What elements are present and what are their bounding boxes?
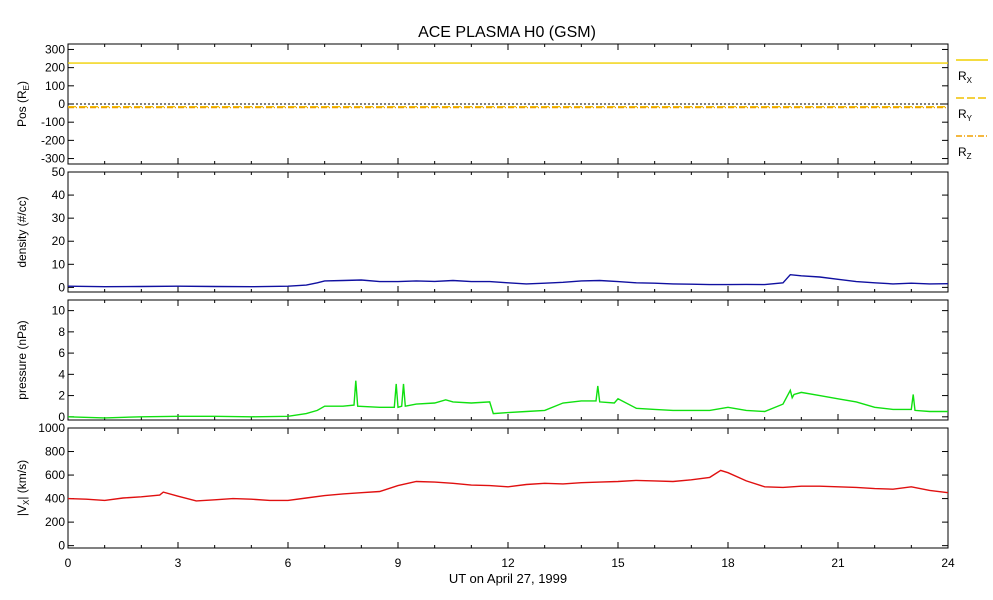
y-tick-label: 6 xyxy=(58,346,65,360)
x-tick-label: 6 xyxy=(285,556,292,570)
y-tick-label: 40 xyxy=(52,188,66,202)
legend-entry: RY xyxy=(958,107,973,123)
panel-frame xyxy=(67,299,949,421)
y-axis-label-subscript: X xyxy=(22,499,31,505)
panel-pressure: 10 8 6 4 2 0 pressure (nPa) xyxy=(15,299,949,424)
panel-frame xyxy=(67,171,949,293)
y-tick-label: 0 xyxy=(58,410,65,424)
y-axis-label-text: |V xyxy=(15,505,29,516)
y-axis-label-pressure: pressure (nPa) xyxy=(15,320,29,399)
x-tick-label: 9 xyxy=(395,556,402,570)
y-axis-label-pos: Pos (RE) xyxy=(15,81,31,127)
x-axis-ticks: 0 3 6 9 12 15 18 21 24 xyxy=(65,556,955,570)
y-tick-label: 0 xyxy=(58,539,65,553)
y-axis-label-subscript: E xyxy=(22,85,31,90)
x-tick-label: 24 xyxy=(941,556,955,570)
y-tick-label: 30 xyxy=(52,211,66,225)
y-tick-label: 1000 xyxy=(38,421,65,435)
y-tick-label: 8 xyxy=(58,325,65,339)
series-line-pressure-0 xyxy=(67,380,948,419)
panel-density: 50 40 30 20 10 0 density (#/cc) xyxy=(15,165,949,294)
series-line-density-0 xyxy=(67,273,949,288)
legend-entry: RX xyxy=(958,69,973,85)
x-tick-label: 12 xyxy=(501,556,515,570)
y-tick-label: 0 xyxy=(58,97,65,111)
y-tick-label: 10 xyxy=(52,304,66,318)
legend-entry-text: R xyxy=(958,69,967,83)
y-tick-label: 800 xyxy=(45,445,65,459)
y-tick-label: 200 xyxy=(45,515,65,529)
y-tick-label: -200 xyxy=(41,133,65,147)
y-axis-label-density: density (#/cc) xyxy=(15,196,29,267)
y-axis-label-text: ) xyxy=(15,81,29,85)
y-tick-label: 300 xyxy=(45,42,65,56)
y-axis-label-text: Pos (R xyxy=(15,90,29,127)
y-axis-label-text: pressure (nPa) xyxy=(15,320,29,399)
x-tick-label: 3 xyxy=(175,556,182,570)
y-tick-label: 400 xyxy=(45,492,65,506)
y-axis-label-vx: |VX| (km/s) xyxy=(15,460,31,516)
legend-entry-subscript: Z xyxy=(967,152,972,161)
x-tick-label: 0 xyxy=(65,556,72,570)
x-tick-label: 21 xyxy=(831,556,845,570)
y-tick-label: 2 xyxy=(58,389,65,403)
y-tick-label: 100 xyxy=(45,79,65,93)
panel-pos: 300 200 100 0 -100 -200 -300 Pos (RE) xyxy=(15,42,949,166)
legend-entry-subscript: Y xyxy=(967,114,973,123)
y-tick-label: -100 xyxy=(41,115,65,129)
y-tick-label: -300 xyxy=(41,152,65,166)
legend-entry: RZ xyxy=(958,145,972,161)
legend-entry-text: R xyxy=(958,145,967,159)
x-tick-label: 15 xyxy=(611,556,625,570)
x-axis-label: UT on April 27, 1999 xyxy=(449,571,567,586)
chart-title: ACE PLASMA H0 (GSM) xyxy=(418,24,596,41)
legend-entry-subscript: X xyxy=(967,76,973,85)
y-tick-label: 200 xyxy=(45,61,65,75)
y-tick-label: 20 xyxy=(52,234,66,248)
y-axis-label-text: | (km/s) xyxy=(15,460,29,500)
y-tick-label: 600 xyxy=(45,468,65,482)
panel-frame xyxy=(67,427,949,549)
y-tick-label: 50 xyxy=(52,165,66,179)
x-tick-label: 18 xyxy=(721,556,735,570)
y-axis-label-text: density (#/cc) xyxy=(15,196,29,267)
series-line-vx-0 xyxy=(67,469,949,502)
y-tick-label: 10 xyxy=(52,257,66,271)
y-tick-label: 4 xyxy=(58,367,65,381)
y-tick-label: 0 xyxy=(58,280,65,294)
legend-entry-text: R xyxy=(958,107,967,121)
panel-vx: 1000 800 600 400 200 0 |VX| (km/s) xyxy=(15,421,949,553)
